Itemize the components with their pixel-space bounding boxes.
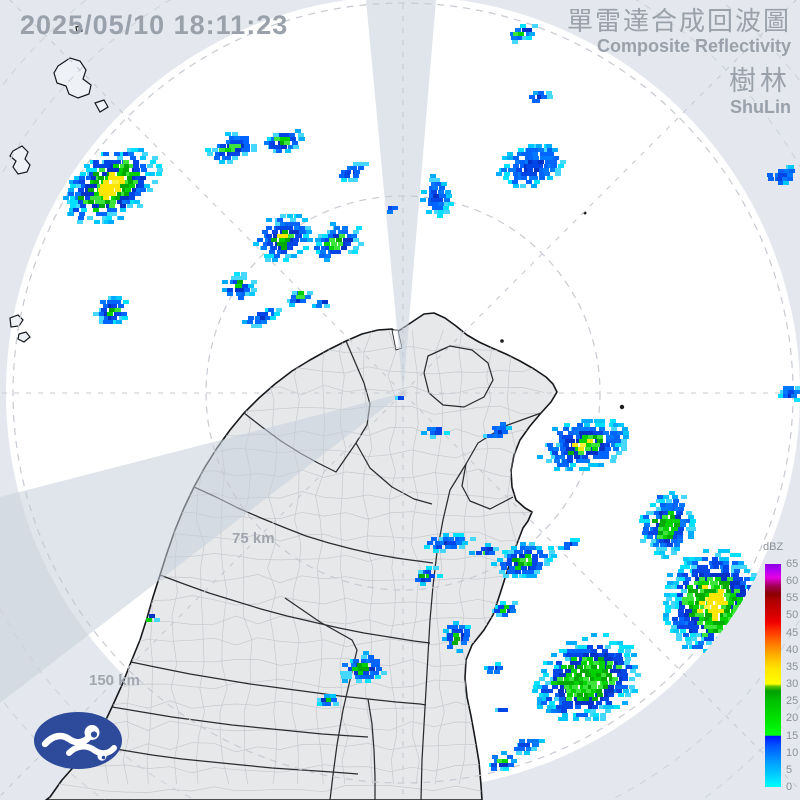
dbz-unit-label: dBZ <box>763 541 784 553</box>
dbz-tick-35: 35 <box>786 660 799 673</box>
product-title-zh: 單雷達合成回波圖 <box>566 6 791 36</box>
dbz-tick-20: 20 <box>786 712 799 725</box>
dbz-colorbar <box>765 564 781 787</box>
station-name-en: ShuLin <box>730 97 791 117</box>
dbz-tick-45: 45 <box>786 626 799 639</box>
dbz-tick-55: 55 <box>786 592 799 605</box>
dbz-tick-60: 60 <box>786 575 799 588</box>
timestamp: 2025/05/10 18:11:23 <box>20 10 289 40</box>
cwb-logo-swirl-icon <box>41 725 117 761</box>
dbz-tick-30: 30 <box>786 678 799 691</box>
dbz-tick-40: 40 <box>786 643 799 656</box>
radar-echoes <box>63 24 800 771</box>
title-block: 單雷達合成回波圖 Composite Reflectivity 樹林 ShuLi… <box>567 6 791 117</box>
radar-echoes-outer <box>767 165 795 185</box>
dbz-tick-65: 65 <box>786 558 799 570</box>
dbz-tick-0: 0 <box>786 781 793 793</box>
station-name-zh: 樹林 <box>729 66 791 96</box>
dbz-tick-50: 50 <box>786 609 799 622</box>
dbz-tick-15: 15 <box>786 729 799 742</box>
range-ring-label-150km: 150 km <box>89 672 140 689</box>
product-title-en: Composite Reflectivity <box>596 36 791 56</box>
dbz-tick-25: 25 <box>786 695 799 708</box>
dbz-tick-5: 5 <box>786 763 793 776</box>
range-ring-label-75km: 75 km <box>232 530 275 547</box>
cwb-logo <box>34 712 122 769</box>
dbz-tick-10: 10 <box>786 746 799 759</box>
